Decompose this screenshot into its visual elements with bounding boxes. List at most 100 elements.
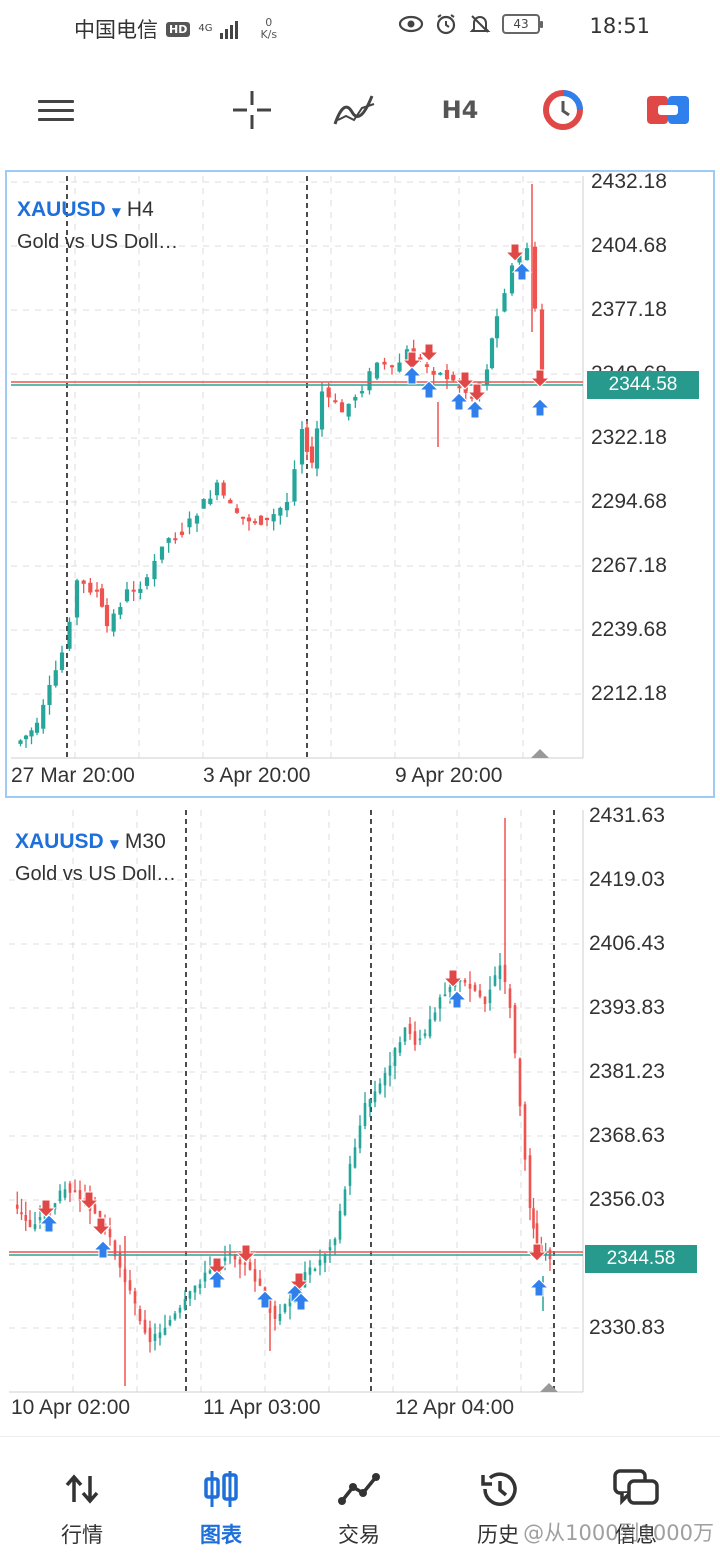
trade-clock-icon[interactable] <box>538 72 588 148</box>
candle-body <box>252 521 258 524</box>
toggle-icon[interactable] <box>644 72 692 148</box>
candle-body <box>326 387 331 398</box>
candle-body <box>203 1272 207 1282</box>
sell-arrow-icon <box>90 1217 112 1236</box>
x-axis-label: 11 Apr 03:00 <box>203 1396 321 1419</box>
candle-body <box>38 1217 42 1221</box>
buy-arrow-icon <box>448 392 470 411</box>
candle-body <box>318 1259 322 1266</box>
symbol-name[interactable]: XAUUSD <box>15 830 104 853</box>
candle-body <box>73 1190 77 1193</box>
nav-tab-messages[interactable]: 信息 <box>576 1437 696 1560</box>
candle-body <box>398 1042 402 1053</box>
buy-arrow-icon <box>511 262 533 281</box>
candle-body <box>339 402 345 413</box>
y-axis-label: 2322.18 <box>591 426 667 449</box>
trade-icon <box>338 1473 380 1505</box>
candle-body <box>508 988 512 1009</box>
candle-body <box>343 1189 347 1216</box>
y-axis-label: 2419.03 <box>589 868 665 891</box>
y-axis-label: 2393.83 <box>589 996 665 1019</box>
candle-body <box>328 1247 332 1251</box>
candle-body <box>29 730 34 737</box>
candle-body <box>214 482 220 496</box>
candle-body <box>333 400 338 403</box>
candle-body <box>271 514 276 522</box>
candle-body <box>143 1319 147 1333</box>
x-axis-label: 9 Apr 20:00 <box>395 764 503 787</box>
candle-body <box>473 984 477 991</box>
candle-body <box>58 1190 62 1202</box>
nav-tab-trade[interactable]: 交易 <box>299 1437 419 1560</box>
symbol-info: XAUUSD ▼ H4 Gold vs US Doll… <box>17 194 178 257</box>
menu-icon[interactable] <box>36 72 76 148</box>
symbol-description: Gold vs US Doll… <box>15 863 177 885</box>
candle-body <box>168 1319 172 1326</box>
signal-icon <box>220 19 239 39</box>
candle-body <box>59 652 65 670</box>
candle-body <box>163 1327 167 1335</box>
symbol-dropdown-icon[interactable]: ▼ <box>109 837 119 851</box>
candle-body <box>238 1259 242 1265</box>
sell-arrow-icon <box>206 1257 228 1276</box>
candle-body <box>124 589 130 602</box>
candle-body <box>193 1285 197 1293</box>
candle-body <box>278 1313 282 1321</box>
buy-arrow-icon <box>401 366 423 385</box>
candle-body <box>63 1189 67 1198</box>
candle-body <box>81 580 86 584</box>
chart-panel-m30[interactable]: XAUUSD ▼ M30 Gold vs US Doll… 2431.63 2419.… <box>5 804 715 1432</box>
sell-arrow-icon <box>235 1244 257 1263</box>
candle-body <box>494 316 500 339</box>
candle-body <box>248 1262 252 1270</box>
symbol-name[interactable]: XAUUSD <box>17 198 106 221</box>
candle-body <box>346 403 351 417</box>
candle-body <box>99 588 105 607</box>
y-axis-label: 2377.18 <box>591 298 667 321</box>
candle-body <box>28 1219 32 1228</box>
candle-body <box>258 1278 262 1286</box>
crosshair-icon[interactable] <box>228 72 276 148</box>
candle-body <box>383 1073 387 1086</box>
candle-body <box>233 1254 237 1260</box>
candle-body <box>313 1268 317 1271</box>
candlestick-chart-m30[interactable] <box>5 806 715 1432</box>
candle-body <box>53 670 58 686</box>
y-axis-label: 2431.63 <box>589 804 665 827</box>
nav-tab-history[interactable]: 历史 <box>438 1437 558 1560</box>
bottom-navigation: 行情 图表 交易 历史 信息 <box>0 1436 720 1560</box>
candle-body <box>544 1252 547 1255</box>
candle-body <box>418 357 423 360</box>
indicators-icon[interactable] <box>330 72 380 148</box>
sell-arrow-icon <box>504 243 526 262</box>
eye-icon <box>398 15 424 33</box>
candle-body <box>489 338 495 369</box>
x-axis-label: 27 Mar 20:00 <box>11 764 135 787</box>
candle-body <box>433 1012 437 1021</box>
candle-body <box>367 371 372 391</box>
candle-body <box>443 994 447 997</box>
sell-arrow-icon <box>418 343 440 362</box>
symbol-dropdown-icon[interactable]: ▼ <box>111 205 121 219</box>
candle-body <box>118 1252 122 1268</box>
chart-panel-h4[interactable]: XAUUSD ▼ H4 Gold vs US Doll… 2432.18 2404.6… <box>5 170 715 798</box>
y-axis-label: 2381.23 <box>589 1060 665 1083</box>
candle-body <box>283 1304 287 1313</box>
candle-body <box>358 1125 362 1149</box>
candle-body <box>413 1031 417 1045</box>
timeframe-selector[interactable]: H4 <box>432 72 488 148</box>
candle-body <box>243 1262 247 1265</box>
nav-tab-quotes[interactable]: 行情 <box>22 1437 142 1560</box>
candle-body <box>463 979 467 983</box>
buy-arrow-icon <box>38 1214 60 1233</box>
candle-body <box>98 1210 102 1220</box>
candle-body <box>523 1104 527 1160</box>
candle-body <box>314 428 320 469</box>
candle-body <box>166 538 171 543</box>
candle-body <box>187 518 192 528</box>
nav-tab-chart[interactable]: 图表 <box>161 1437 281 1560</box>
candle-body <box>152 560 157 580</box>
candlestick-chart-h4[interactable] <box>7 172 713 796</box>
candle-body <box>374 362 380 379</box>
sell-arrow-icon <box>466 383 488 402</box>
